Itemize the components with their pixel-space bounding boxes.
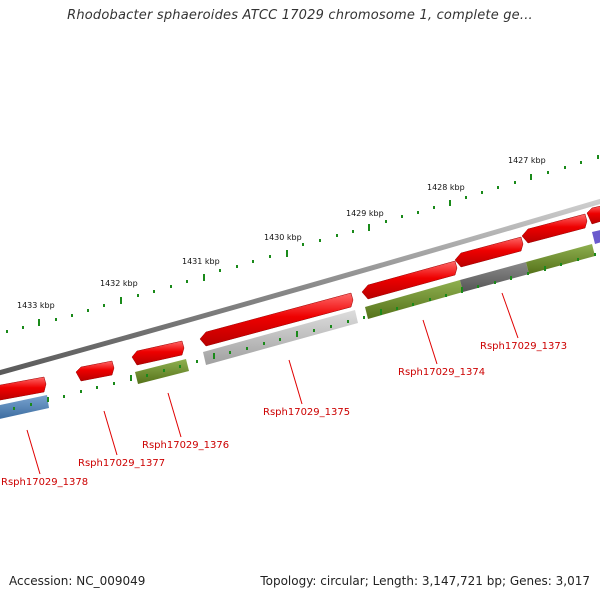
gene-arrow-rsph17029-1376[interactable] (131, 340, 185, 366)
gene-label-rsph17029-1373[interactable]: Rsph17029_1373 (480, 341, 567, 352)
accession-value: NC_009049 (76, 574, 146, 588)
category-bar-green-1376 (135, 359, 189, 384)
gene-arrow-upstream[interactable] (521, 213, 588, 244)
genes-count: 3,017 (555, 574, 590, 588)
gene-label-rsph17029-1378[interactable]: Rsph17029_1378 (1, 477, 88, 488)
gene-track[interactable] (0, 205, 600, 401)
accession-line: Accession: NC_009049 (9, 574, 145, 588)
gene-label-rsph17029-1374[interactable]: Rsph17029_1374 (398, 367, 485, 378)
ruler-label-1430: 1430 kbp (264, 233, 302, 242)
category-bar-green-upstream (526, 244, 595, 274)
gene-label-leaders (26, 292, 519, 475)
ruler-label-1431: 1431 kbp (182, 257, 220, 266)
map-title: Rhodobacter sphaeroides ATCC 17029 chrom… (67, 8, 533, 23)
chromosome-backbone (0, 198, 600, 376)
length-value: 3,147,721 bp (421, 574, 502, 588)
gene-arrow-rsph17029-1373[interactable] (454, 236, 524, 268)
genome-summary-line: Topology: circular; Length: 3,147,721 bp… (260, 574, 590, 588)
gene-label-rsph17029-1377[interactable]: Rsph17029_1377 (78, 458, 165, 469)
ruler-label-1433: 1433 kbp (17, 301, 55, 310)
ruler-label-1427: 1427 kbp (508, 156, 546, 165)
category-bar-purple (592, 230, 600, 244)
gene-arrow-rsph17029-1375[interactable] (199, 292, 354, 347)
outer-ruler-ticks (6, 155, 599, 333)
gene-label-rsph17029-1375[interactable]: Rsph17029_1375 (263, 407, 350, 418)
category-bar-dark-1373 (460, 262, 529, 292)
genes-label: Genes: (509, 574, 552, 588)
gene-labels: Rsph17029_1373 Rsph17029_1374 Rsph17029_… (1, 341, 567, 488)
ruler-label-1428: 1428 kbp (427, 183, 465, 192)
accession-label: Accession: (9, 574, 73, 588)
length-label: Length: (372, 574, 419, 588)
category-bar-gray-1375 (203, 310, 358, 365)
inner-ruler-ticks (13, 253, 596, 410)
category-bar-green-1374 (365, 280, 463, 319)
outer-ruler-labels: 1427 kbp 1428 kbp 1429 kbp 1430 kbp 1431… (17, 156, 546, 310)
gene-label-rsph17029-1376[interactable]: Rsph17029_1376 (142, 440, 229, 451)
gene-arrow-rsph17029-1377[interactable] (75, 360, 115, 382)
ruler-label-1429: 1429 kbp (346, 209, 384, 218)
topology-value: circular (320, 574, 365, 588)
gene-arrow-rsph17029-1378[interactable] (0, 376, 47, 401)
gene-arrow-edge[interactable] (586, 205, 600, 225)
gene-arrow-rsph17029-1374[interactable] (361, 260, 458, 300)
category-track (0, 230, 600, 419)
topology-label: Topology: (260, 574, 317, 588)
category-bar-blue (0, 395, 49, 419)
ruler-label-1432: 1432 kbp (100, 279, 138, 288)
